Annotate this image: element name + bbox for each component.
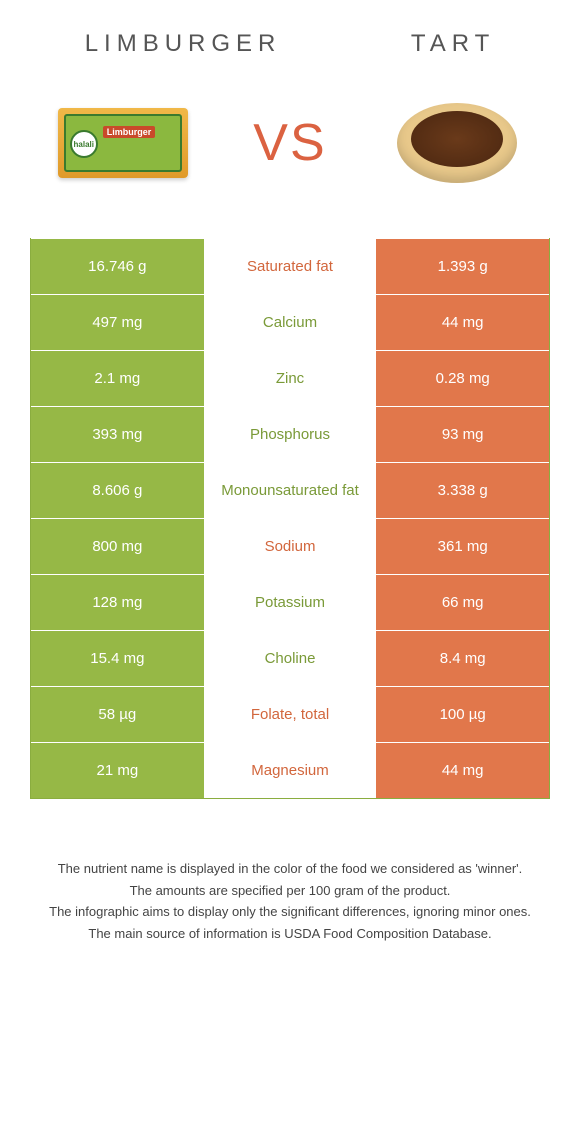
nutrient-name: Potassium xyxy=(204,575,377,630)
left-value: 2.1 mg xyxy=(31,351,204,406)
nutrient-name: Sodium xyxy=(204,519,377,574)
table-row: 15.4 mgCholine8.4 mg xyxy=(31,630,549,686)
vs-label: VS xyxy=(253,113,326,173)
right-value: 361 mg xyxy=(376,519,549,574)
table-row: 128 mgPotassium66 mg xyxy=(31,574,549,630)
right-value: 1.393 g xyxy=(376,239,549,294)
nutrient-name: Choline xyxy=(204,631,377,686)
right-value: 3.338 g xyxy=(376,463,549,518)
right-value: 66 mg xyxy=(376,575,549,630)
footnote-line: The nutrient name is displayed in the co… xyxy=(30,859,550,879)
right-value: 8.4 mg xyxy=(376,631,549,686)
right-value: 93 mg xyxy=(376,407,549,462)
table-row: 8.606 gMonounsaturated fat3.338 g xyxy=(31,462,549,518)
nutrient-name: Folate, total xyxy=(204,687,377,742)
footnote-line: The main source of information is USDA F… xyxy=(30,924,550,944)
nutrient-table: 16.746 gSaturated fat1.393 g497 mgCalciu… xyxy=(30,238,550,799)
nutrient-name: Calcium xyxy=(204,295,377,350)
left-food-image: halali Limburger xyxy=(48,88,198,198)
right-value: 0.28 mg xyxy=(376,351,549,406)
table-row: 800 mgSodium361 mg xyxy=(31,518,549,574)
left-value: 8.606 g xyxy=(31,463,204,518)
table-row: 2.1 mgZinc0.28 mg xyxy=(31,350,549,406)
left-value: 393 mg xyxy=(31,407,204,462)
left-value: 16.746 g xyxy=(31,239,204,294)
table-row: 21 mgMagnesium44 mg xyxy=(31,742,549,798)
nutrient-name: Magnesium xyxy=(204,743,377,798)
right-value: 100 µg xyxy=(376,687,549,742)
nutrient-name: Monounsaturated fat xyxy=(204,463,377,518)
left-value: 15.4 mg xyxy=(31,631,204,686)
left-value: 800 mg xyxy=(31,519,204,574)
left-food-title: LIMBURGER xyxy=(85,30,282,58)
table-row: 497 mgCalcium44 mg xyxy=(31,294,549,350)
right-value: 44 mg xyxy=(376,295,549,350)
nutrient-name: Zinc xyxy=(204,351,377,406)
left-value: 58 µg xyxy=(31,687,204,742)
left-value: 21 mg xyxy=(31,743,204,798)
table-row: 16.746 gSaturated fat1.393 g xyxy=(31,238,549,294)
right-value: 44 mg xyxy=(376,743,549,798)
right-food-image xyxy=(382,88,532,198)
header: LIMBURGER TART xyxy=(20,30,560,58)
right-food-title: TART xyxy=(411,30,495,58)
left-value: 497 mg xyxy=(31,295,204,350)
nutrient-name: Phosphorus xyxy=(204,407,377,462)
vs-row: halali Limburger VS xyxy=(20,88,560,198)
table-row: 393 mgPhosphorus93 mg xyxy=(31,406,549,462)
table-row: 58 µgFolate, total100 µg xyxy=(31,686,549,742)
footnotes: The nutrient name is displayed in the co… xyxy=(20,859,560,943)
nutrient-name: Saturated fat xyxy=(204,239,377,294)
footnote-line: The infographic aims to display only the… xyxy=(30,902,550,922)
footnote-line: The amounts are specified per 100 gram o… xyxy=(30,881,550,901)
left-value: 128 mg xyxy=(31,575,204,630)
